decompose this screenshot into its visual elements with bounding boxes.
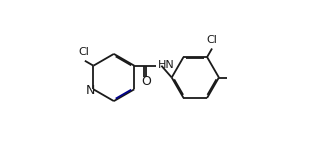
Text: Cl: Cl	[207, 35, 217, 45]
Text: N: N	[85, 84, 95, 97]
Text: Cl: Cl	[79, 47, 89, 57]
Text: HN: HN	[158, 60, 175, 70]
Text: O: O	[141, 75, 151, 89]
